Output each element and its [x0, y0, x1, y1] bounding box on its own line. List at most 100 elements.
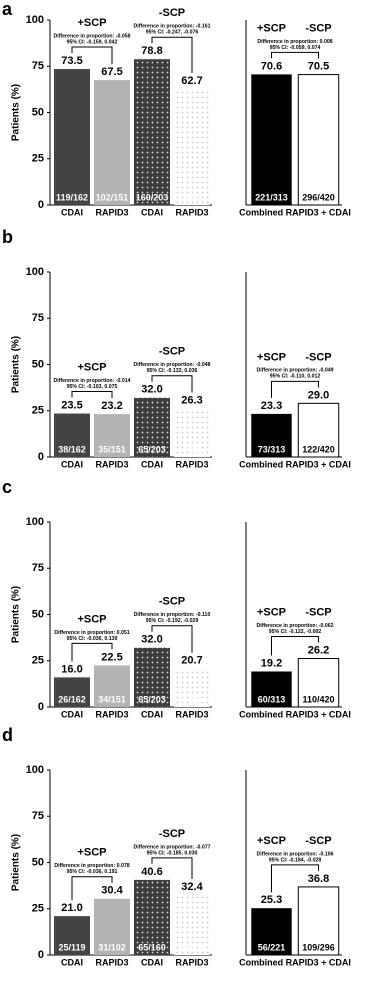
value-label: 26.3 — [181, 394, 202, 406]
bar — [94, 665, 130, 707]
x-tick-label: RAPID3 — [175, 957, 208, 967]
count-label: 60/313 — [258, 694, 286, 704]
ci-annotation: 95% CI: -0.185, 0.030 — [147, 850, 198, 856]
ci-annotation: 95% CI: -0.132, 0.036 — [147, 368, 198, 374]
bracket — [271, 380, 319, 398]
x-tick-label: CDAI — [141, 207, 163, 217]
x-tick-label: CDAI — [141, 459, 163, 469]
ci-annotation: 95% CI: -0.036, 0.191 — [67, 869, 118, 875]
group-label: -SCP — [305, 351, 331, 363]
count-label: 25/119 — [58, 942, 85, 952]
bracket — [151, 857, 193, 880]
bar — [94, 414, 130, 457]
bar — [134, 59, 170, 205]
bracket — [271, 636, 319, 656]
group-label: +SCP — [77, 17, 106, 29]
value-label: 22.5 — [101, 651, 122, 663]
y-tick-label: 50 — [32, 106, 44, 118]
x-tick-label: CDAI — [61, 207, 83, 217]
group-label: +SCP — [257, 351, 286, 363]
y-axis-label: Patients (%) — [11, 586, 22, 643]
value-label: 19.2 — [261, 657, 282, 669]
bracket — [151, 375, 193, 393]
bar — [134, 397, 170, 457]
panel-letter: a — [2, 0, 13, 19]
value-label: 70.5 — [308, 60, 329, 72]
count-label: 102/151 — [96, 192, 129, 202]
group-label: +SCP — [77, 361, 106, 373]
difference-annotation: Difference in proportion: -0.077 — [134, 844, 211, 850]
count-label: 56/221 — [258, 942, 286, 952]
count-label: 160/203 — [136, 192, 169, 202]
bracket — [151, 36, 193, 74]
group-label: -SCP — [159, 7, 185, 19]
bar — [251, 74, 292, 205]
bar — [94, 898, 130, 955]
count-label: 31/102 — [98, 942, 126, 952]
group-label: +SCP — [257, 835, 286, 847]
count-label: 45/217 — [178, 694, 206, 704]
ci-annotation: 95% CI: -0.192, -0.029 — [146, 618, 199, 624]
difference-annotation: Difference in proportion: 0.008 — [257, 39, 332, 45]
bar — [54, 916, 90, 955]
value-label: 26.2 — [308, 644, 329, 656]
difference-annotation: Difference in proportion: 0.078 — [54, 863, 129, 869]
group-label: +SCP — [257, 606, 286, 618]
bar — [297, 886, 340, 956]
x-tick-label: CDAI — [61, 459, 83, 469]
ci-annotation: 95% CI: -0.159, 0.042 — [67, 39, 118, 45]
value-label: 40.6 — [141, 866, 162, 878]
y-tick-label: 100 — [26, 266, 44, 278]
bar — [54, 69, 90, 206]
ci-annotation: 95% CI: -0.036, 0.139 — [67, 636, 118, 642]
bracket — [71, 391, 113, 399]
y-tick-label: 50 — [32, 358, 44, 370]
y-axis-label: Patients (%) — [11, 834, 22, 891]
x-tick-label: RAPID3 — [95, 207, 128, 217]
bar — [134, 647, 170, 707]
value-label: 29.0 — [308, 389, 329, 401]
x-axis-label: Combined RAPID3 + CDAI — [239, 709, 351, 719]
group-label: -SCP — [305, 835, 331, 847]
y-axis-label: Patients (%) — [11, 336, 22, 393]
count-label: 65/203 — [138, 444, 166, 454]
x-tick-label: RAPID3 — [175, 709, 208, 719]
group-label: +SCP — [77, 613, 106, 625]
bracket — [151, 625, 193, 653]
y-tick-label: 25 — [32, 405, 44, 417]
bar — [174, 895, 210, 955]
y-tick-label: 75 — [32, 810, 44, 822]
group-label: +SCP — [77, 847, 106, 859]
y-tick-label: 100 — [26, 764, 44, 776]
x-tick-label: CDAI — [141, 957, 163, 967]
y-tick-label: 50 — [32, 856, 44, 868]
difference-annotation: Difference in proportion: -0.049 — [257, 368, 334, 374]
difference-annotation: Difference in proportion: 0.051 — [54, 630, 129, 636]
x-tick-label: RAPID3 — [175, 207, 208, 217]
value-label: 70.6 — [261, 60, 282, 72]
difference-annotation: Difference in proportion: -0.161 — [134, 24, 211, 30]
value-label: 23.5 — [61, 399, 82, 411]
count-label: 73/313 — [258, 444, 286, 454]
difference-annotation: Difference in proportion: -0.062 — [257, 623, 334, 629]
bar — [251, 908, 292, 955]
value-label: 23.3 — [261, 400, 282, 412]
value-label: 21.0 — [61, 902, 82, 914]
value-label: 32.0 — [141, 384, 162, 396]
group-label: -SCP — [159, 346, 185, 358]
y-tick-label: 0 — [38, 199, 44, 211]
ci-annotation: 95% CI: -0.184, -0.028 — [269, 857, 322, 863]
panel-letter: b — [2, 227, 13, 247]
x-tick-label: CDAI — [61, 957, 83, 967]
count-label: 65/203 — [138, 694, 166, 704]
value-label: 25.3 — [261, 894, 282, 906]
count-label: 34/151 — [98, 694, 126, 704]
x-tick-label: RAPID3 — [95, 459, 128, 469]
ci-annotation: 95% CI: -0.103, 0.075 — [67, 384, 118, 390]
count-label: 35/151 — [98, 444, 126, 454]
x-axis-label: Combined RAPID3 + CDAI — [239, 957, 351, 967]
value-label: 32.0 — [141, 634, 162, 646]
group-label: -SCP — [159, 596, 185, 608]
ci-annotation: 95% CI: -0.122, -0.002 — [269, 629, 322, 635]
y-tick-label: 25 — [32, 153, 44, 165]
